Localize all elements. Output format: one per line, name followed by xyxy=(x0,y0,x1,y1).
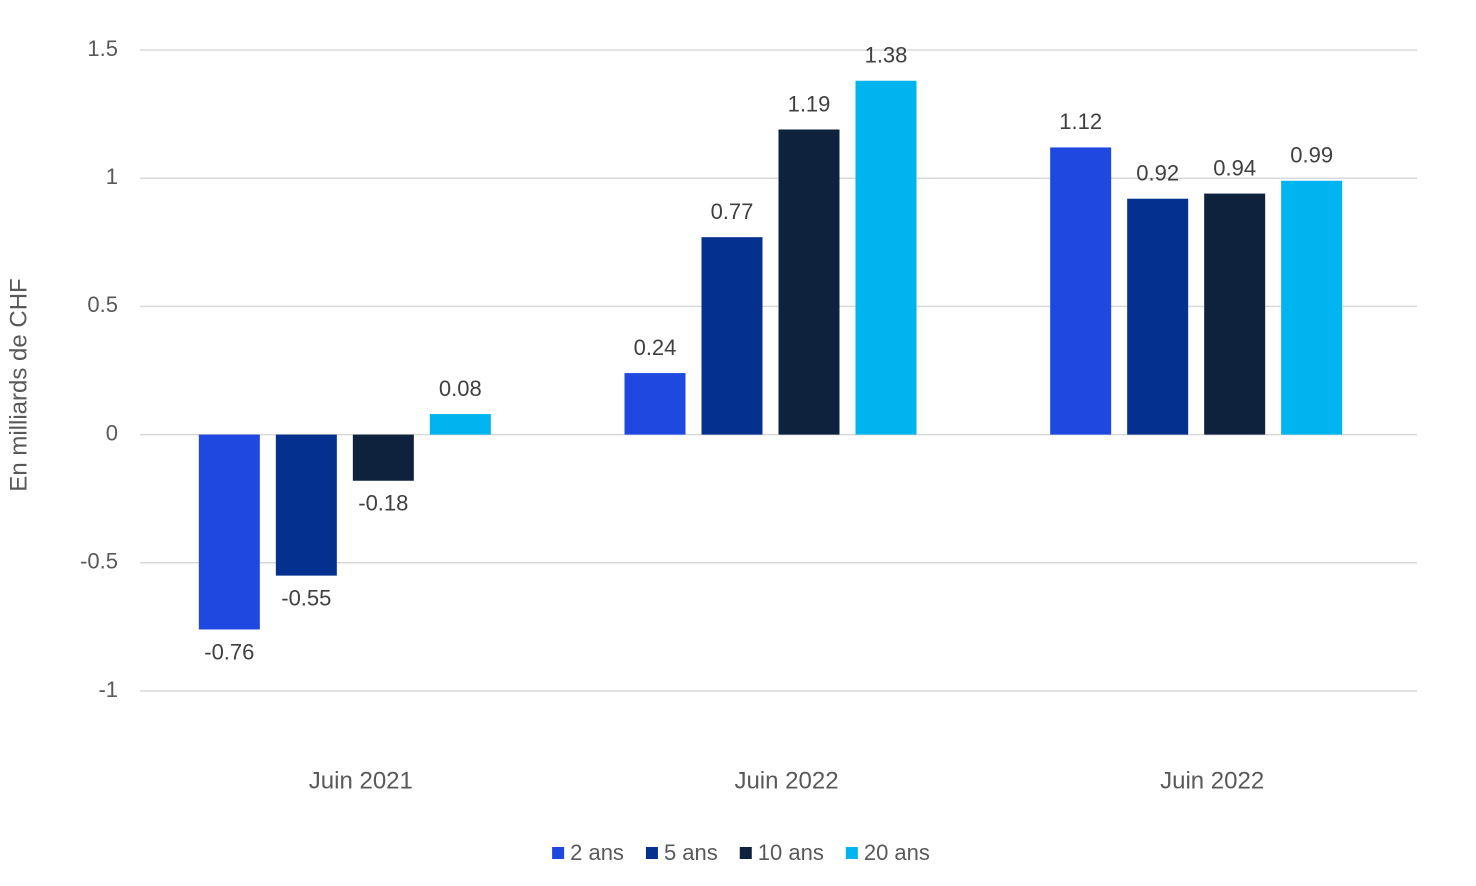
bar xyxy=(1050,147,1112,435)
data-label: -0.76 xyxy=(204,639,254,664)
data-label: -0.18 xyxy=(358,491,408,516)
legend-swatch xyxy=(739,847,752,859)
data-label: 0.99 xyxy=(1290,143,1333,168)
legend-swatch xyxy=(845,847,858,859)
data-label: 1.38 xyxy=(865,43,908,68)
bar xyxy=(1281,180,1343,435)
data-label: -0.55 xyxy=(281,585,331,610)
y-tick-label: 0.5 xyxy=(87,292,118,317)
legend-label: 20 ans xyxy=(864,840,930,865)
y-tick-label: -1 xyxy=(98,677,118,702)
x-tick-label: Juin 2022 xyxy=(734,767,838,794)
data-label: 0.94 xyxy=(1213,155,1256,180)
bar xyxy=(624,373,686,435)
legend-swatch xyxy=(645,847,658,859)
y-tick-label: 0 xyxy=(106,420,118,445)
legend-swatch xyxy=(552,847,565,859)
y-tick-label: 1.5 xyxy=(87,36,118,61)
bar xyxy=(1127,198,1189,435)
data-label: 1.19 xyxy=(788,91,831,116)
y-axis-title: En milliards de CHF xyxy=(5,278,32,491)
data-label: 0.24 xyxy=(634,335,677,360)
bar xyxy=(855,80,917,435)
legend-label: 10 ans xyxy=(758,840,824,865)
x-tick-label: Juin 2022 xyxy=(1160,767,1264,794)
data-label: 0.77 xyxy=(711,199,754,224)
data-label: 1.12 xyxy=(1059,109,1102,134)
bar xyxy=(198,434,260,630)
bar xyxy=(429,414,491,435)
bar xyxy=(701,237,763,435)
y-tick-label: 1 xyxy=(106,164,118,189)
bar xyxy=(1204,193,1266,435)
data-label: 0.92 xyxy=(1136,161,1179,186)
bar xyxy=(275,434,337,576)
legend-label: 2 ans xyxy=(570,840,624,865)
bar xyxy=(352,434,414,481)
x-tick-label: Juin 2021 xyxy=(309,767,413,794)
legend-label: 5 ans xyxy=(664,840,718,865)
y-tick-label: -0.5 xyxy=(80,549,118,574)
data-label: 0.08 xyxy=(439,376,482,401)
bar xyxy=(778,129,840,435)
